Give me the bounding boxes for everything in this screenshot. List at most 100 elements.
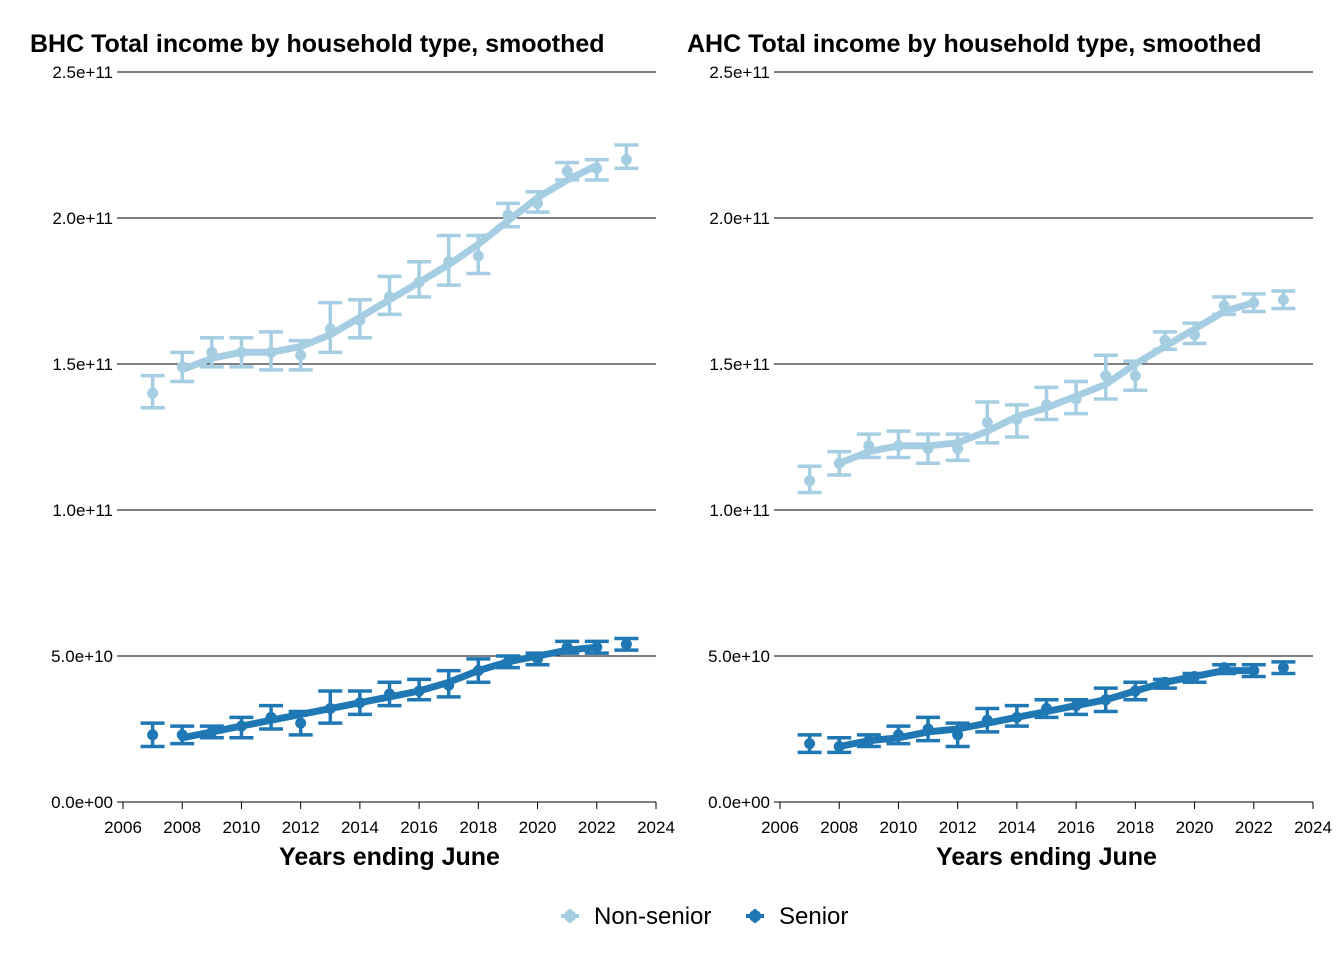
data-point xyxy=(863,735,875,747)
x-tick-label: 2006 xyxy=(761,818,799,837)
data-point xyxy=(147,729,159,741)
data-point xyxy=(176,361,188,373)
data-point xyxy=(591,162,603,174)
data-point xyxy=(532,653,544,665)
data-point xyxy=(1189,670,1201,682)
data-point xyxy=(265,346,277,358)
x-tick-label: 2020 xyxy=(1176,818,1214,837)
data-point xyxy=(1218,300,1230,312)
panel-ahc: AHC Total income by household type, smoo… xyxy=(687,30,1332,871)
data-point xyxy=(1248,297,1260,309)
data-point xyxy=(1011,413,1023,425)
x-tick-label: 2020 xyxy=(519,818,557,837)
x-tick-label: 2024 xyxy=(1294,818,1332,837)
data-point xyxy=(591,641,603,653)
y-tick-label: 1.5e+11 xyxy=(709,355,770,374)
y-tick-label: 0.0e+00 xyxy=(51,793,113,812)
data-point xyxy=(413,276,425,288)
panel-bhc: BHC Total income by household type, smoo… xyxy=(30,30,675,871)
data-point xyxy=(1189,329,1201,341)
series-non-senior xyxy=(797,289,1296,495)
data-point xyxy=(892,729,904,741)
data-point xyxy=(892,440,904,452)
smoothed-line xyxy=(835,299,1258,467)
data-point xyxy=(384,291,395,303)
y-tick-label: 1.5e+11 xyxy=(52,355,113,374)
data-point xyxy=(1011,711,1023,723)
data-point xyxy=(1100,694,1112,706)
data-point xyxy=(561,165,573,177)
data-point xyxy=(1159,335,1171,347)
data-point xyxy=(354,314,366,326)
legend: Non-senior Senior xyxy=(561,903,848,930)
legend-item-senior: Senior xyxy=(746,903,848,930)
chart-title: BHC Total income by household type, smoo… xyxy=(30,30,605,58)
x-tick-label: 2012 xyxy=(282,818,320,837)
data-point xyxy=(502,656,514,668)
x-tick-label: 2018 xyxy=(459,818,497,837)
series-senior xyxy=(140,636,639,749)
data-point xyxy=(1129,370,1141,382)
data-point xyxy=(1100,370,1112,382)
data-point xyxy=(952,729,964,741)
x-tick-label: 2016 xyxy=(400,818,438,837)
data-point xyxy=(1129,685,1141,697)
legend-label-senior: Senior xyxy=(779,903,848,930)
x-tick-label: 2012 xyxy=(939,818,977,837)
x-tick-label: 2022 xyxy=(1235,818,1273,837)
data-point xyxy=(295,717,307,729)
x-tick-label: 2018 xyxy=(1116,818,1154,837)
x-tick-label: 2014 xyxy=(341,818,379,837)
y-tick-label: 2.5e+11 xyxy=(52,63,113,82)
data-point xyxy=(952,443,964,455)
data-point xyxy=(1218,662,1230,674)
data-point xyxy=(922,723,934,735)
data-point xyxy=(1041,703,1052,715)
data-point xyxy=(1041,399,1052,411)
data-point xyxy=(443,256,455,268)
data-point xyxy=(981,714,993,726)
legend-item-non-senior: Non-senior xyxy=(561,903,711,930)
legend-key-point xyxy=(564,910,576,922)
data-point xyxy=(804,475,816,487)
y-tick-label: 5.0e+10 xyxy=(51,647,113,666)
x-tick-label: 2008 xyxy=(163,818,201,837)
data-point xyxy=(620,638,632,650)
y-tick-label: 1.0e+11 xyxy=(52,501,113,520)
data-point xyxy=(206,726,218,738)
data-point xyxy=(413,685,425,697)
data-point xyxy=(1277,294,1289,306)
data-point xyxy=(147,387,159,399)
y-tick-label: 5.0e+10 xyxy=(708,647,770,666)
data-point xyxy=(922,443,934,455)
y-tick-label: 2.0e+11 xyxy=(709,209,770,228)
x-tick-label: 2008 xyxy=(820,818,858,837)
x-tick-label: 2014 xyxy=(998,818,1036,837)
data-point xyxy=(833,457,845,469)
data-point xyxy=(532,197,544,209)
x-axis-title: Years ending June xyxy=(936,843,1157,871)
data-point xyxy=(502,209,514,221)
data-point xyxy=(1159,676,1171,688)
data-point xyxy=(324,323,336,335)
legend-key-non-senior xyxy=(561,909,579,923)
y-tick-label: 2.5e+11 xyxy=(709,63,770,82)
data-point xyxy=(620,154,632,166)
x-axis-title: Years ending June xyxy=(279,843,500,871)
data-point xyxy=(324,703,336,715)
data-point xyxy=(1070,393,1082,405)
data-point xyxy=(472,250,484,262)
x-tick-label: 2016 xyxy=(1057,818,1095,837)
x-tick-label: 2010 xyxy=(223,818,261,837)
legend-key-point xyxy=(749,910,761,922)
data-point xyxy=(443,679,455,691)
y-tick-label: 1.0e+11 xyxy=(709,501,770,520)
chart-title: AHC Total income by household type, smoo… xyxy=(687,30,1262,58)
data-point xyxy=(384,688,395,700)
data-point xyxy=(354,697,366,709)
x-tick-label: 2010 xyxy=(880,818,918,837)
legend-label-non-senior: Non-senior xyxy=(594,903,711,930)
legend-key-senior xyxy=(746,909,764,923)
series-non-senior xyxy=(140,143,639,410)
